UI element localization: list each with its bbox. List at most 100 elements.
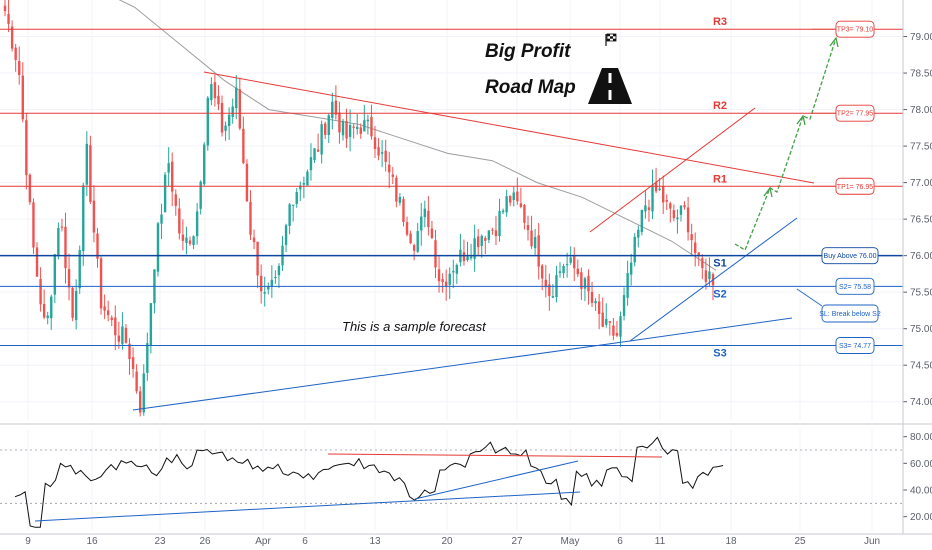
candle [138,386,142,417]
moving-average-layer [118,0,717,271]
candle-body [46,315,49,319]
candle [267,282,270,295]
candle-body [7,13,10,24]
candle-body [569,257,572,263]
candle-body [519,203,523,207]
level-label-r1: R1 [713,173,727,185]
long-support-trendline [132,340,631,411]
candle [238,77,242,131]
candle-body [64,226,67,269]
candle [676,209,679,234]
candle [71,286,74,322]
candle-body [245,163,249,202]
candle-body [697,252,700,257]
candle [501,208,505,215]
candle-body [412,245,416,251]
candle [195,202,199,245]
candle-body [124,327,128,343]
projection-arrowhead [796,114,806,126]
candle-body [288,204,291,226]
candle-body [356,126,359,130]
x-tick-label: May [561,536,580,547]
chart-title-line2: Road Map [485,77,576,98]
candle-body [398,196,402,203]
candle [487,230,491,244]
candle-body [146,343,149,373]
candle [131,347,135,378]
x-tick-label: 23 [154,536,166,547]
candle [391,167,394,185]
candle [217,85,220,111]
candle-body [384,150,387,162]
candle-body [640,210,644,232]
candle-body [217,95,220,105]
candle [466,241,469,262]
candle [149,303,153,354]
candle-body [188,240,192,244]
target-box-1-text: TP1= 76.95 [837,184,873,191]
candle-body [509,195,512,203]
checkered-flag-icon [605,33,617,46]
candle-body [669,203,672,209]
x-tick-label: 18 [725,536,737,547]
candle [235,75,238,120]
candle-body [498,211,501,237]
candle-body [10,26,14,49]
candle-body [259,275,263,292]
x-tick-label: 25 [794,536,806,547]
candle [92,185,96,243]
x-tick-label: 27 [511,536,523,547]
candle [469,243,473,261]
candle [647,199,651,222]
candle [174,189,177,216]
candle-body [704,270,708,282]
candle [313,148,316,163]
candle [615,320,619,338]
projection-arrowhead [763,186,773,198]
candle [263,276,266,307]
candle-body [74,290,78,320]
candle [651,169,654,220]
level-label-s1: S1 [713,258,726,270]
candle [441,273,444,293]
candle-body [163,174,167,213]
candle [587,269,590,305]
candle [295,187,298,208]
candle-body [672,210,676,219]
candle-body [103,306,106,311]
candle [430,220,434,240]
candle-body [299,185,302,190]
y-tick-label: 74.50 [910,361,932,372]
candle-body [67,268,71,288]
candle [452,259,455,289]
candle-body [420,216,423,231]
candle [345,108,348,148]
candle [256,241,259,289]
candle-body [167,163,170,173]
candle [284,223,288,253]
candle-body [427,210,430,228]
candle-body [391,174,394,177]
candle [99,256,103,315]
candle [455,263,459,285]
candle-body [131,357,135,369]
candle [274,270,277,284]
candle [516,177,519,205]
candle-body [380,152,384,154]
candle [661,175,665,215]
candle-body [192,236,195,245]
candle [509,195,512,207]
candle [10,20,14,52]
target-box-1-frame [835,177,875,195]
candle [473,224,476,272]
candle-body [199,181,202,209]
candle [505,189,508,217]
candle-body [35,247,39,277]
candle-body [526,225,530,231]
candle-body [565,264,569,266]
candle-body [78,250,81,289]
candle [338,101,341,144]
candle-body [249,201,252,235]
candle [334,85,338,120]
candle-body [469,256,473,259]
